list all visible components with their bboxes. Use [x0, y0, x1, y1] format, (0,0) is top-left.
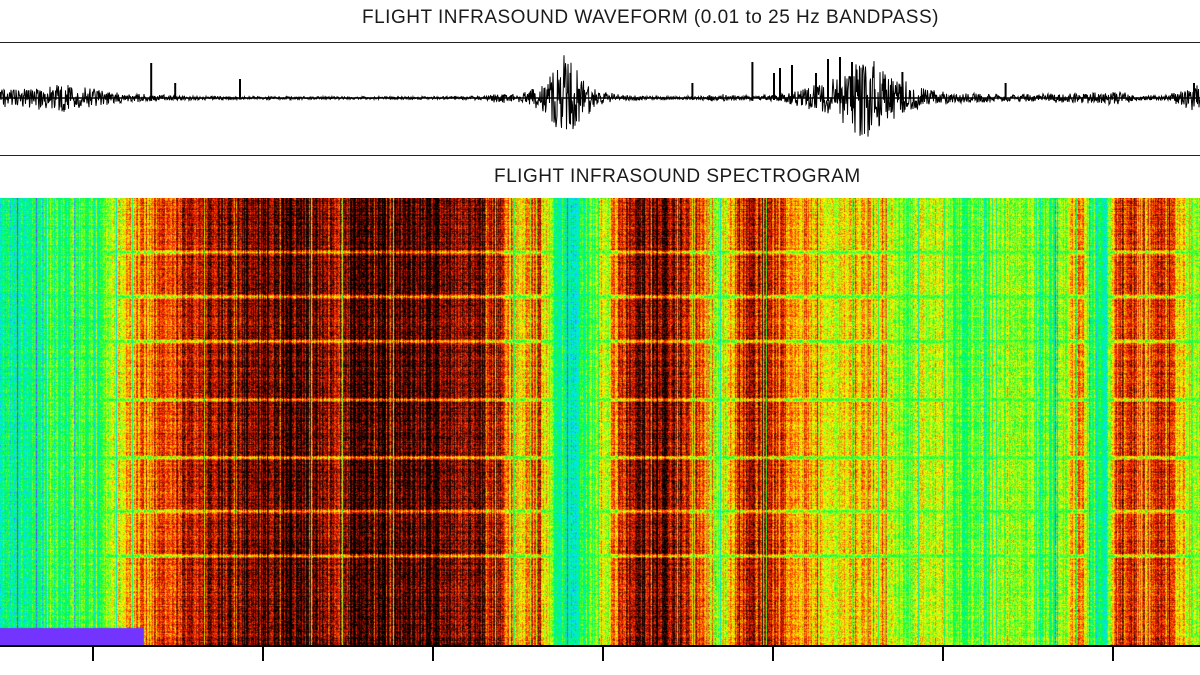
waveform-trace: [0, 55, 1200, 137]
waveform-plot: [0, 55, 1200, 137]
waveform-top-border: [0, 42, 1200, 43]
time-axis: [0, 645, 1200, 661]
spectrogram-heatmap: [0, 198, 1200, 645]
waveform-title: FLIGHT INFRASOUND WAVEFORM (0.01 to 25 H…: [362, 7, 939, 28]
spectrogram-title: FLIGHT INFRASOUND SPECTROGRAM: [494, 166, 861, 187]
waveform-bottom-border: [0, 155, 1200, 156]
